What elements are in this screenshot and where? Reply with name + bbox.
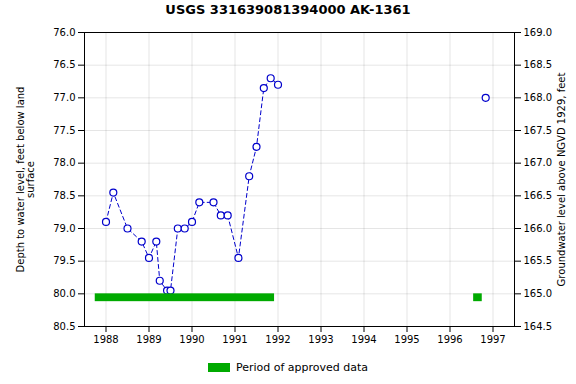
svg-text:168.0: 168.0: [524, 92, 553, 103]
svg-text:1991: 1991: [222, 334, 247, 345]
svg-text:1992: 1992: [265, 334, 290, 345]
svg-text:165.5: 165.5: [524, 255, 553, 266]
html-text:Period of approved data: Period of approved data: [235, 360, 369, 374]
svg-text:165.0: 165.0: [524, 288, 553, 299]
svg-text:Depth to water level, feet bel: Depth to water level, feet below landsur…: [15, 87, 36, 273]
svg-text:76.5: 76.5: [53, 59, 75, 70]
svg-text:1995: 1995: [394, 334, 419, 345]
svg-text:78.5: 78.5: [53, 190, 75, 201]
svg-text:78.0: 78.0: [53, 157, 75, 168]
svg-text:1990: 1990: [179, 334, 204, 345]
svg-text:1994: 1994: [351, 334, 376, 345]
svg-text:167.0: 167.0: [524, 157, 553, 168]
svg-text:77.5: 77.5: [53, 125, 75, 136]
svg-text:166.0: 166.0: [524, 223, 553, 234]
svg-text:Groundwater level above NGVD 1: Groundwater level above NGVD 1929, feet: [556, 73, 567, 287]
svg-text:167.5: 167.5: [524, 125, 553, 136]
svg-text:1988: 1988: [93, 334, 118, 345]
svg-text:79.0: 79.0: [53, 223, 75, 234]
svg-text:77.0: 77.0: [53, 92, 75, 103]
svg-text:1993: 1993: [308, 334, 333, 345]
svg-text:1989: 1989: [136, 334, 161, 345]
svg-text:79.5: 79.5: [53, 255, 75, 266]
svg-text:166.5: 166.5: [524, 190, 553, 201]
svg-text:169.0: 169.0: [524, 27, 553, 38]
svg-text:1997: 1997: [480, 334, 505, 345]
svg-text:80.0: 80.0: [53, 288, 75, 299]
svg-text:1996: 1996: [437, 334, 462, 345]
svg-text:80.5: 80.5: [53, 321, 75, 332]
svg-text:76.0: 76.0: [53, 27, 75, 38]
html-text:USGS 331639081394000 AK-1361: USGS 331639081394000 AK-1361: [165, 2, 411, 17]
svg-text:164.5: 164.5: [524, 321, 553, 332]
svg-text:168.5: 168.5: [524, 59, 553, 70]
